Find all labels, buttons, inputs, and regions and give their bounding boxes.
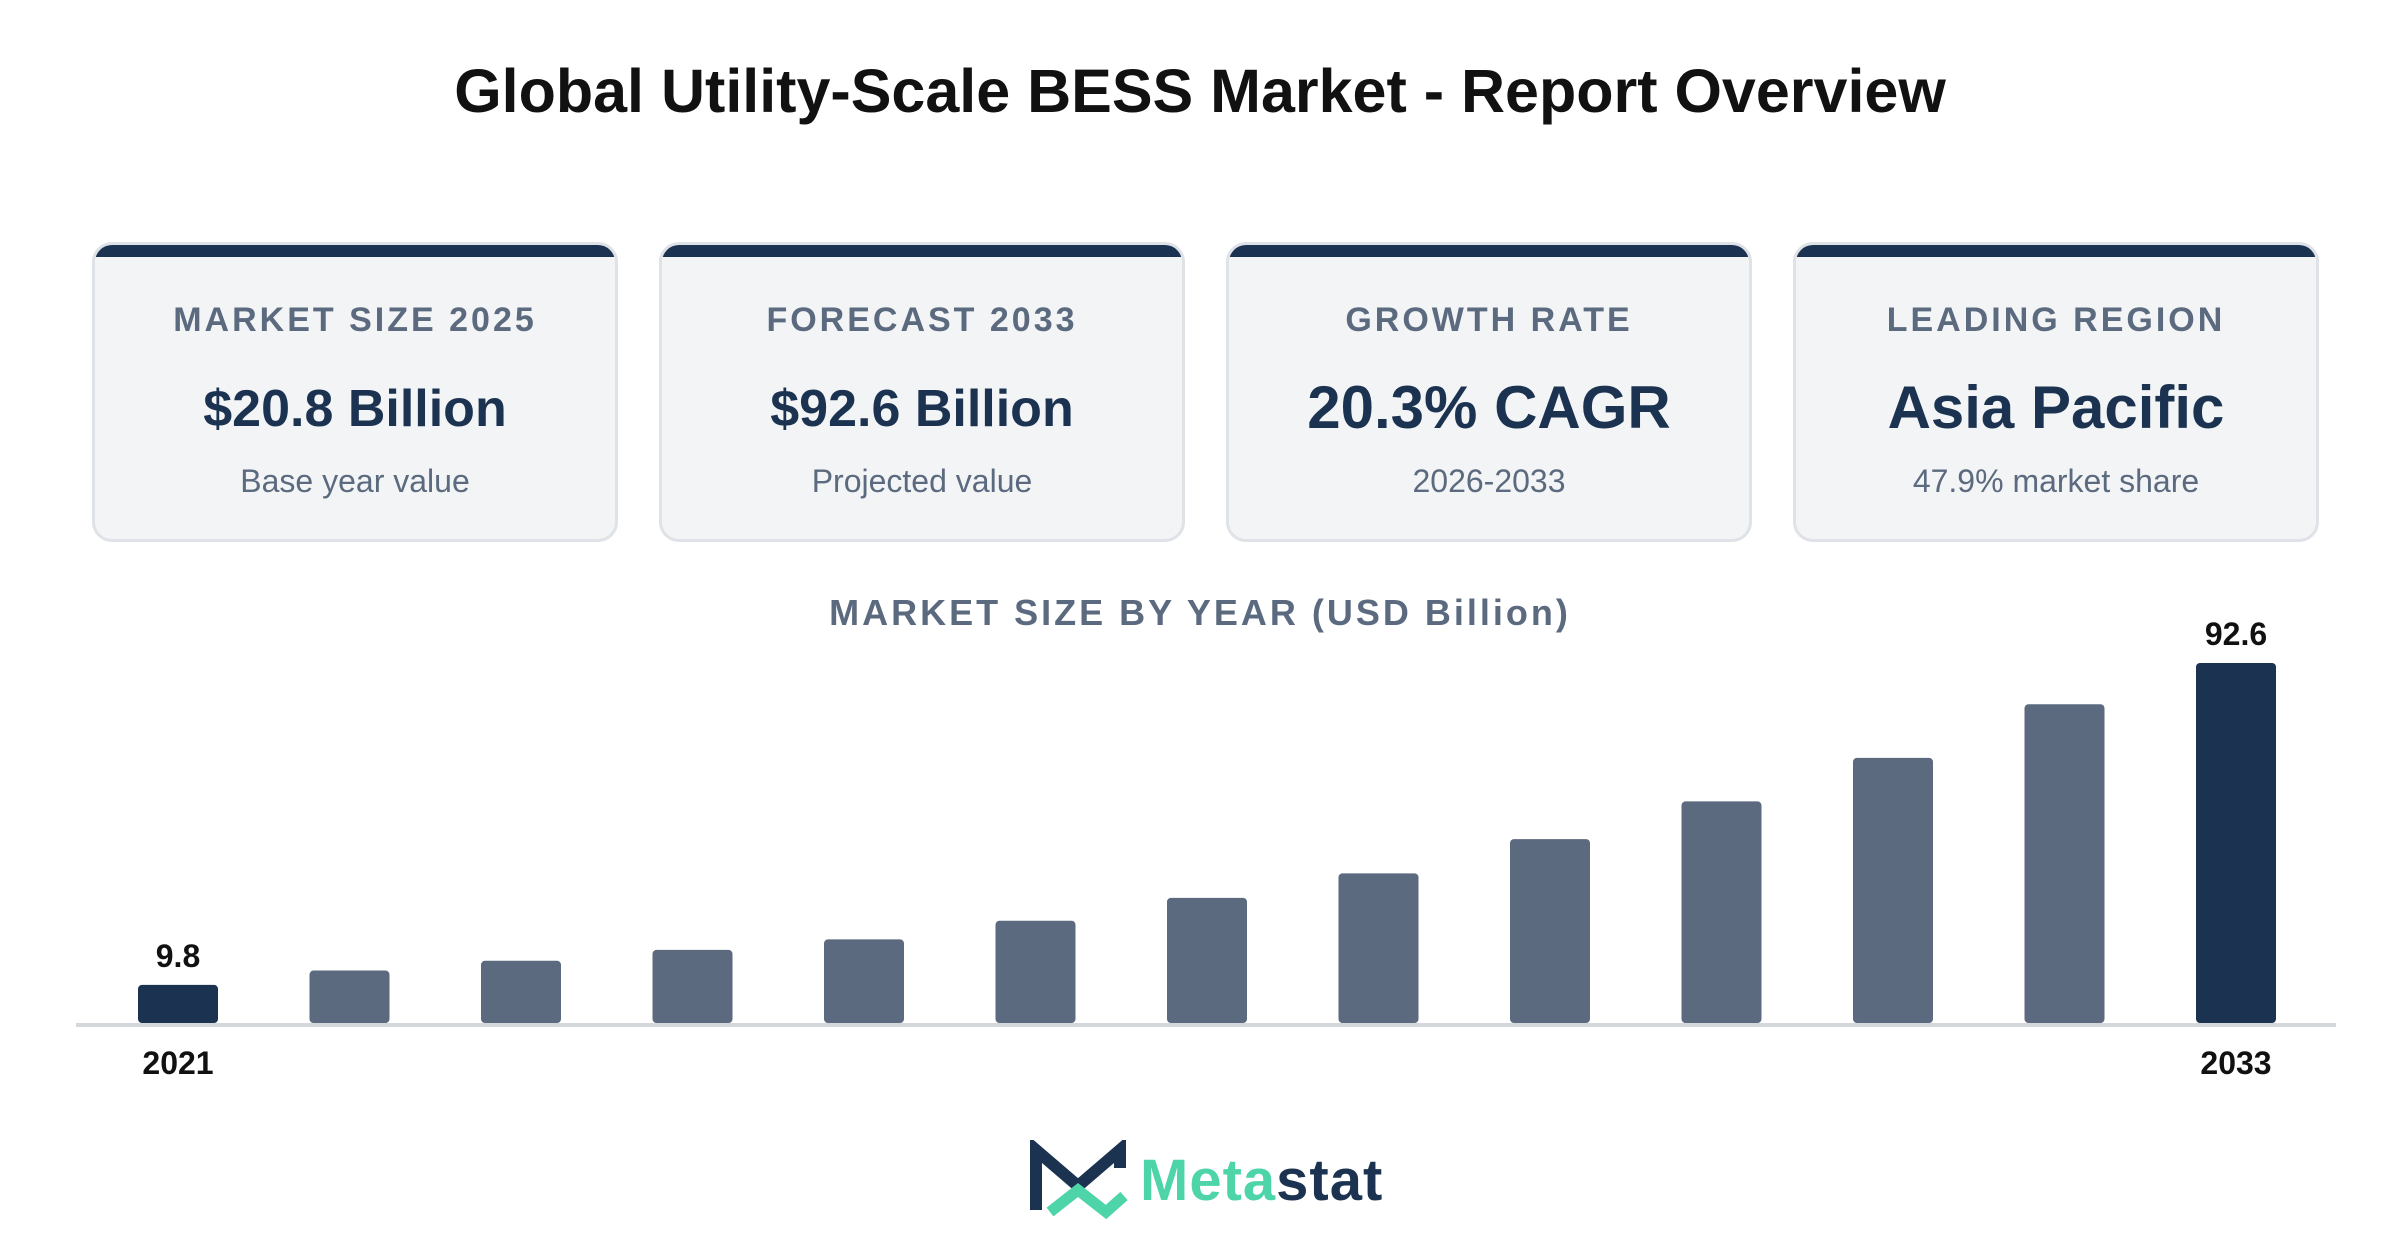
bar-2027 [1167, 897, 1247, 1023]
bar-2023 [481, 960, 561, 1023]
card-subtext: Base year value [240, 463, 470, 499]
growth-rate-card: GROWTH RATE 20.3% CAGR 2026-2033 [1226, 242, 1752, 542]
metastat-logo-icon [1030, 1140, 1128, 1220]
card-label: LEADING REGION [1886, 301, 2226, 339]
card-accent-bar [662, 245, 1182, 257]
card-subtext: Projected value [811, 463, 1033, 499]
bar-2030 [1681, 801, 1762, 1023]
bar-2033 [2196, 663, 2276, 1023]
leading-region-card: LEADING REGION Asia Pacific 47.9% market… [1793, 242, 2319, 542]
logo-text: Metastat [1140, 1147, 1384, 1213]
card-value: $20.8 Billion [203, 380, 507, 438]
bar-2021 [138, 984, 218, 1023]
card-label: FORECAST 2033 [766, 301, 1078, 339]
card-label: GROWTH RATE [1345, 301, 1633, 339]
card-value: 20.3% CAGR [1307, 374, 1671, 441]
bar-2032 [2024, 704, 2105, 1023]
bar-2031 [1853, 757, 1933, 1023]
bar-2022 [309, 970, 390, 1023]
card-accent-bar [95, 245, 615, 257]
bar-2024 [652, 949, 733, 1023]
bar-2025 [824, 939, 904, 1023]
card-value: $92.6 Billion [770, 380, 1074, 438]
bar-value-label: 9.8 [156, 938, 200, 974]
x-tick-label: 2021 [142, 1045, 213, 1081]
chart-title: MARKET SIZE BY YEAR (USD Billion) [829, 592, 1571, 633]
page-title: Global Utility-Scale BESS Market - Repor… [454, 57, 1946, 125]
x-tick-label: 2033 [2200, 1045, 2271, 1081]
forecast-card: FORECAST 2033 $92.6 Billion Projected va… [659, 242, 1185, 542]
card-accent-bar [1796, 245, 2316, 257]
metastat-logo: Metastat [1030, 1140, 1383, 1220]
card-value: Asia Pacific [1887, 374, 2225, 441]
card-subtext: 2026-2033 [1412, 463, 1566, 499]
card-accent-bar [1229, 245, 1749, 257]
bar-value-label: 92.6 [2205, 616, 2267, 652]
bar-2028 [1338, 873, 1419, 1023]
bar-2026 [995, 920, 1076, 1023]
card-label: MARKET SIZE 2025 [173, 301, 537, 339]
card-subtext: 47.9% market share [1912, 463, 2200, 499]
market-size-card: MARKET SIZE 2025 $20.8 Billion Base year… [92, 242, 618, 542]
bar-2029 [1510, 839, 1590, 1023]
